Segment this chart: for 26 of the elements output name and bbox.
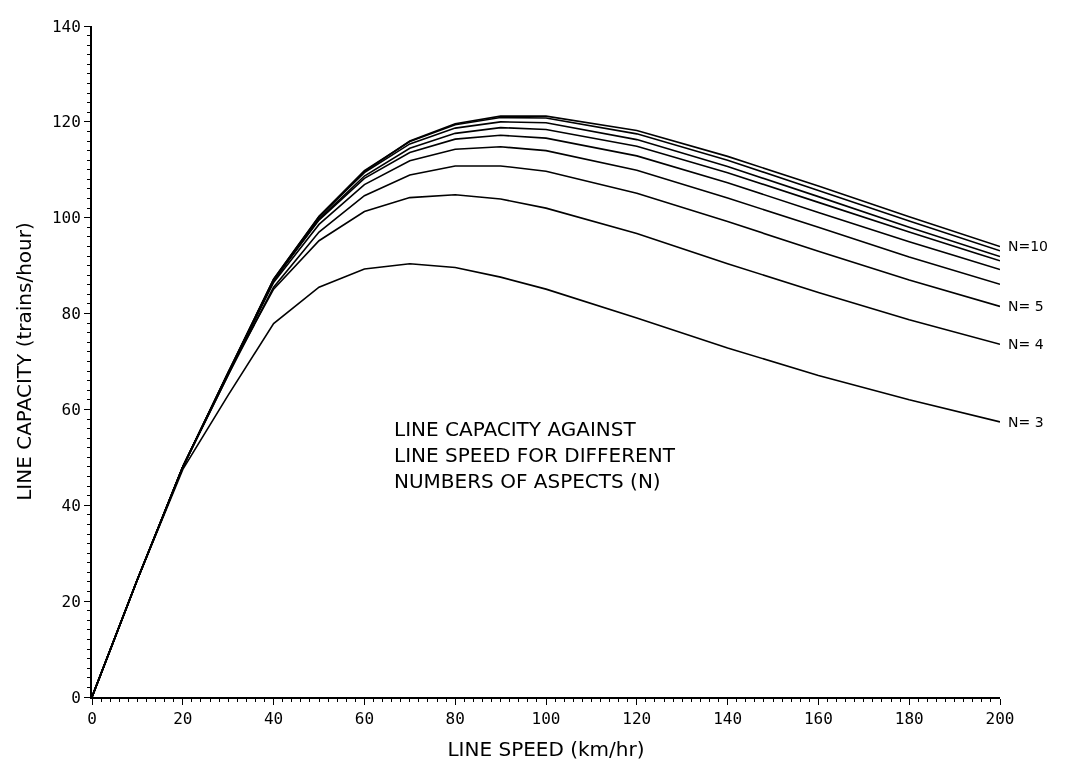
series-label: N= 4 xyxy=(1008,336,1044,352)
series-label: N=10 xyxy=(1008,238,1049,254)
x-tick-label: 100 xyxy=(531,709,561,729)
x-tick-label: 120 xyxy=(622,709,652,729)
x-tick-label: 160 xyxy=(803,709,833,729)
y-tick-label: 80 xyxy=(61,304,81,324)
x-tick-label: 40 xyxy=(263,709,284,729)
x-tick-label: 180 xyxy=(894,709,924,729)
y-tick-label: 140 xyxy=(51,16,81,36)
y-tick-label: 100 xyxy=(51,208,81,228)
annotation: LINE CAPACITY AGAINST LINE SPEED FOR DIFFERENT NUMBERS OF ASPECTS (N) xyxy=(394,417,676,493)
series-label: N= 5 xyxy=(1008,298,1044,314)
x-tick-label: 80 xyxy=(445,709,465,729)
y-axis-title: LINE CAPACITY (trains/hour) xyxy=(11,222,36,501)
x-tick-label: 60 xyxy=(354,709,375,729)
y-tick-label: 0 xyxy=(71,687,81,707)
y-tick-label: 40 xyxy=(61,495,81,515)
y-tick-label: 60 xyxy=(61,400,81,420)
x-tick-label: 200 xyxy=(985,709,1015,729)
x-tick-label: 20 xyxy=(173,709,193,729)
x-tick-label: 0 xyxy=(87,709,97,729)
series-label: N= 3 xyxy=(1008,414,1044,430)
y-tick-label: 20 xyxy=(61,591,81,611)
y-tick-label: 120 xyxy=(51,112,81,132)
x-axis-title: LINE SPEED (km/hr) xyxy=(447,737,645,762)
x-tick-label: 140 xyxy=(713,709,743,729)
